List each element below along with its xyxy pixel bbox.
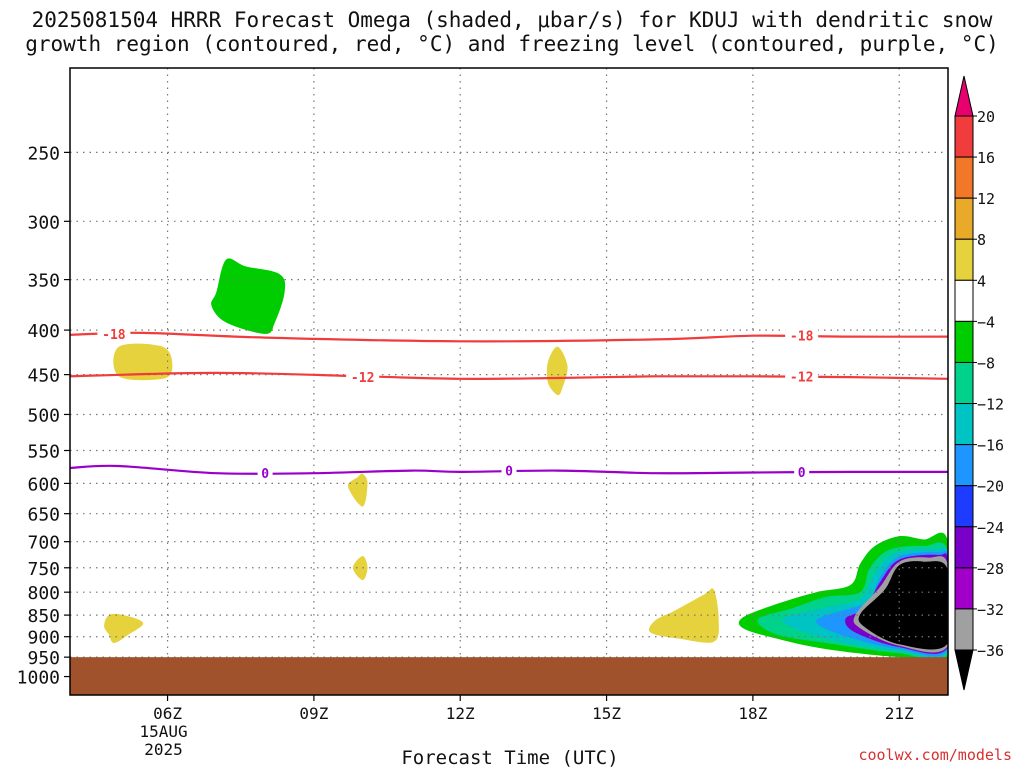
y-tick-label-400: 400 <box>27 321 60 342</box>
colorbar-segment-1 <box>954 156 974 199</box>
y-tick-label-900: 900 <box>27 628 60 649</box>
y-tick-label-550: 550 <box>27 442 60 463</box>
colorbar-segment-3 <box>954 238 974 281</box>
colorbar-label-12: −32 <box>977 601 1004 619</box>
y-tick-label-950: 950 <box>27 648 60 669</box>
colorbar-segment-12 <box>954 608 974 651</box>
colorbar-label-13: −36 <box>977 642 1004 660</box>
contour-label-2-1: 0 <box>505 465 513 480</box>
colorbar-label-1: 16 <box>977 149 995 167</box>
y-tick-label-250: 250 <box>27 143 60 164</box>
ground-layer <box>70 657 948 695</box>
colorbar: 20 16 12 8 4 −4 −8 −12 −16 −20 −24 −28 −32 −36 <box>954 75 1004 691</box>
contour-label-bg-0-0 <box>97 325 131 342</box>
colorbar-segment-8 <box>954 444 974 487</box>
x-tick-label-15Z: 15Z <box>592 704 621 723</box>
contour-label-bg-2-2 <box>794 463 810 480</box>
colorbar-segment-6 <box>954 361 974 405</box>
contour-label-1-0: -12 <box>351 371 374 386</box>
y-tick-label-850: 850 <box>27 606 60 627</box>
contour-label-bg-2-1 <box>501 462 517 479</box>
contour-line-2 <box>70 464 948 475</box>
colorbar-segment-11 <box>954 567 974 610</box>
watermark: coolwx.com/models <box>858 746 1012 764</box>
colorbar-segment-5 <box>954 320 974 363</box>
colorbar-segment-9 <box>954 485 974 528</box>
y-tick-label-650: 650 <box>27 505 60 526</box>
below-ground-shading <box>70 657 948 695</box>
x-tick-label-12Z: 12Z <box>446 704 475 723</box>
colorbar-label-5: −4 <box>977 313 995 331</box>
chart-title: 2025081504 HRRR Forecast Omega (shaded, … <box>0 8 1024 56</box>
plot-frame <box>69 67 949 696</box>
colorbar-segment-10 <box>954 526 974 569</box>
contour-label-2-2: 0 <box>798 466 806 481</box>
x-year-label: 2025 <box>144 740 183 759</box>
chart-title-line-2: growth region (contoured, red, °C) and f… <box>25 32 999 56</box>
y-tick-label-700: 700 <box>27 533 60 554</box>
colorbar-segment-7 <box>954 403 974 446</box>
omega-region-6 <box>648 588 719 643</box>
x-tick-label-21Z: 21Z <box>885 704 914 723</box>
temperature-contours: -18 -18 -12 -12 0 0 0 <box>70 325 948 482</box>
colorbar-bottom-arrow <box>954 649 974 691</box>
colorbar-label-0: 20 <box>977 108 995 126</box>
y-tick-label-750: 750 <box>27 559 60 580</box>
colorbar-label-10: −24 <box>977 519 1004 537</box>
contour-label-bg-0-1 <box>785 327 819 344</box>
contour-label-1-1: -12 <box>790 370 813 385</box>
contour-label-2-0: 0 <box>261 467 269 482</box>
contour-label-bg-2-0 <box>257 465 273 482</box>
y-tick-label-500: 500 <box>27 405 60 426</box>
colorbar-top-arrow <box>954 75 974 117</box>
contour-line-0 <box>70 331 948 343</box>
omega-region-5 <box>104 613 144 643</box>
y-axis: 2503003504004505005506006507007508008509… <box>17 143 70 689</box>
colorbar-label-7: −12 <box>977 396 1004 414</box>
x-date-label: 15AUG <box>139 722 187 741</box>
contour-label-0-1: -18 <box>790 330 814 345</box>
contour-label-bg-1-1 <box>785 368 819 385</box>
colorbar-label-6: −8 <box>977 354 995 372</box>
y-tick-label-800: 800 <box>27 583 60 604</box>
contour-label-0-0: -18 <box>102 328 126 343</box>
contour-label-bg-1-0 <box>346 369 380 386</box>
y-tick-label-450: 450 <box>27 366 60 387</box>
omega-region-2 <box>546 346 568 396</box>
omega-region-13 <box>858 561 948 650</box>
colorbar-label-3: 8 <box>977 231 986 249</box>
colorbar-label-2: 12 <box>977 190 995 208</box>
omega-region-0 <box>211 258 286 334</box>
omega-region-1 <box>113 343 173 381</box>
y-tick-label-1000: 1000 <box>17 668 60 689</box>
x-tick-label-06Z: 06Z <box>153 704 182 723</box>
omega-region-3 <box>347 473 368 507</box>
grid-lines <box>70 68 948 695</box>
y-tick-label-350: 350 <box>27 271 60 292</box>
colorbar-label-11: −28 <box>977 560 1004 578</box>
x-tick-label-18Z: 18Z <box>738 704 767 723</box>
colorbar-segment-4 <box>954 279 974 322</box>
colorbar-segment-0 <box>954 115 974 158</box>
colorbar-label-8: −16 <box>977 437 1004 455</box>
y-tick-label-600: 600 <box>27 474 60 495</box>
y-tick-label-300: 300 <box>27 212 60 233</box>
omega-region-4 <box>352 556 368 581</box>
x-tick-label-09Z: 09Z <box>299 704 328 723</box>
colorbar-label-4: 4 <box>977 272 986 290</box>
omega-shading <box>104 258 948 667</box>
colorbar-segment-2 <box>954 197 974 240</box>
x-axis-title: Forecast Time (UTC) <box>401 747 618 768</box>
colorbar-label-9: −20 <box>977 478 1004 496</box>
chart-title-line-1: 2025081504 HRRR Forecast Omega (shaded, … <box>31 8 993 32</box>
